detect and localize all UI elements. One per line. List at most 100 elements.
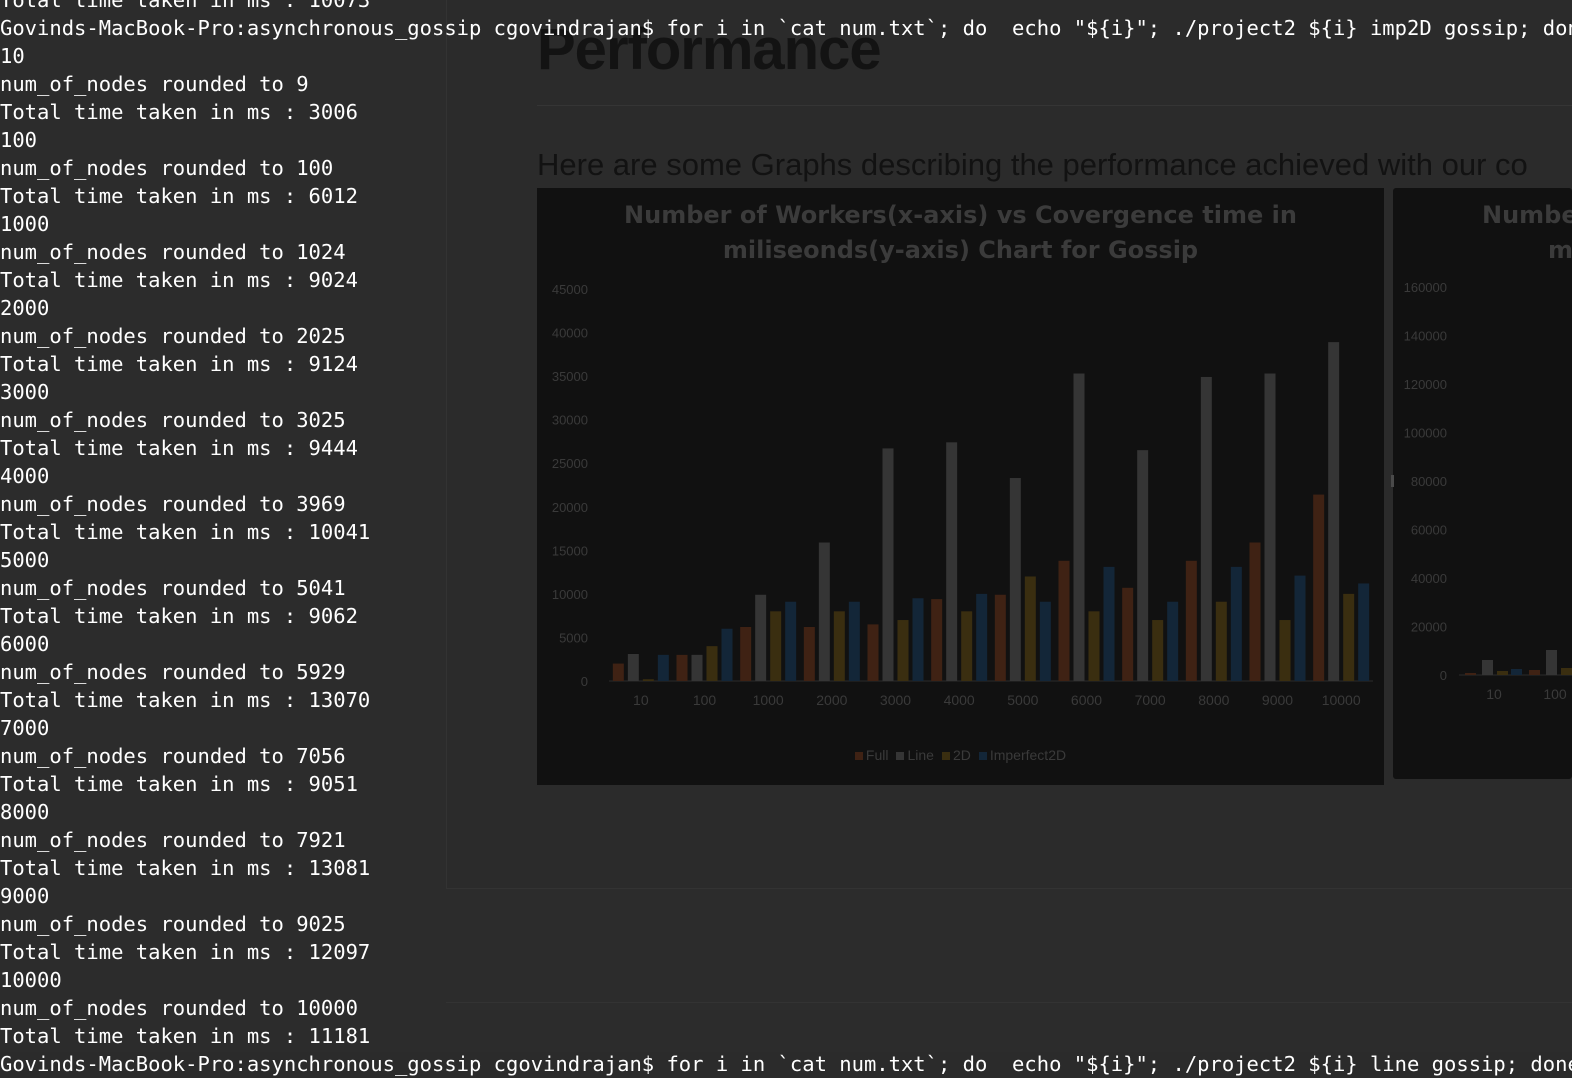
terminal-line: num_of_nodes rounded to 3969 [0, 492, 346, 516]
bar-full-8000 [1185, 560, 1197, 681]
bar-imperfect2d-4000 [976, 593, 988, 681]
legend-item-full: Full [854, 747, 888, 763]
bar-2d-7000 [1152, 620, 1164, 681]
secondary-y-tick-label: 120000 [1404, 377, 1447, 392]
bar-imperfect2d-9000 [1294, 575, 1306, 681]
x-tick-label: 3000 [880, 692, 911, 708]
bar-imperfect2d-3000 [912, 598, 924, 681]
bar-full-4000 [931, 599, 943, 681]
intro-text: Here are some Graphs describing the perf… [537, 147, 1528, 182]
bar-2d-10 [642, 679, 654, 681]
bar-line-9000 [1264, 373, 1276, 681]
text-cursor [1391, 475, 1394, 487]
bar-line-10 [627, 653, 639, 681]
bar-2d-9000 [1279, 620, 1291, 681]
bar-2d-2000 [833, 611, 845, 681]
bar-line-10000 [1328, 342, 1340, 681]
x-tick-label: 10 [633, 692, 649, 708]
secondary-chart-svg: 160000 140000 120000 100000 80000 60000 40000 2… [1404, 280, 1572, 702]
secondary-bar [1465, 673, 1476, 675]
x-tick-label: 100 [693, 692, 717, 708]
y-tick-label: 40000 [552, 326, 588, 341]
terminal-line: num_of_nodes rounded to 2025 [0, 324, 346, 348]
terminal-line: 8000 [0, 800, 50, 824]
bar-line-3000 [882, 448, 894, 681]
secondary-y-tick-label: 160000 [1404, 280, 1447, 295]
y-tick-label: 20000 [552, 500, 588, 515]
terminal-line: Govinds-MacBook-Pro:asynchronous_gossip … [0, 1052, 1572, 1076]
bar-full-3000 [867, 624, 879, 681]
bar-2d-10000 [1343, 593, 1355, 681]
bar-full-10000 [1313, 494, 1325, 681]
bar-full-2000 [803, 626, 815, 681]
legend-item-line: Line [896, 747, 934, 763]
bar-full-6000 [1058, 560, 1070, 681]
terminal-line: Total time taken in ms : 9024 [0, 268, 358, 292]
x-tick-label: 6000 [1071, 692, 1102, 708]
secondary-bar [1561, 668, 1572, 675]
terminal-line: num_of_nodes rounded to 10000 [0, 996, 358, 1020]
terminal-line: Total time taken in ms : 11181 [0, 1024, 371, 1048]
bar-imperfect2d-1000 [785, 601, 797, 681]
legend-swatch [941, 752, 950, 761]
terminal-line: Total time taken in ms : 12097 [0, 940, 371, 964]
bar-2d-6000 [1088, 611, 1100, 681]
bar-full-5000 [994, 594, 1006, 681]
bar-line-100 [691, 654, 703, 681]
bar-full-9000 [1249, 542, 1261, 681]
bar-line-1000 [755, 594, 767, 681]
terminal-line: num_of_nodes rounded to 5929 [0, 660, 346, 684]
heading-divider [537, 105, 1572, 106]
terminal-line: 2000 [0, 296, 50, 320]
bar-imperfect2d-10 [657, 654, 669, 681]
x-tick-label: 4000 [944, 692, 975, 708]
bar-line-7000 [1137, 450, 1149, 681]
x-tick-label: 2000 [816, 692, 847, 708]
background-web-page: Performance Here are some Graphs describ… [537, 17, 1572, 785]
y-tick-label: 10000 [552, 587, 588, 602]
bar-full-7000 [1122, 587, 1134, 681]
secondary-bar [1482, 660, 1493, 675]
secondary-bar [1497, 671, 1508, 675]
secondary-y-tick-label: 40000 [1411, 571, 1447, 586]
terminal-line: 6000 [0, 632, 50, 656]
terminal-line: 5000 [0, 548, 50, 572]
terminal-line: Total time taken in ms : 9124 [0, 352, 358, 376]
secondary-y-tick-label: 80000 [1411, 474, 1447, 489]
terminal-line: 7000 [0, 716, 50, 740]
terminal-line: Total time taken in ms : 3006 [0, 100, 358, 124]
legend-label: 2D [952, 747, 971, 763]
secondary-bar [1511, 669, 1522, 675]
bar-full-1000 [740, 626, 752, 681]
gossip-convergence-chart: 45000 40000 35000 30000 25000 20000 15000 10000… [537, 188, 1384, 785]
y-tick-label: 35000 [552, 369, 588, 384]
terminal-line: 10 [0, 44, 25, 68]
bar-imperfect2d-6000 [1103, 566, 1115, 681]
secondary-x-tick-label: 10 [1486, 686, 1502, 702]
terminal-line: num_of_nodes rounded to 9 [0, 72, 309, 96]
secondary-chart-title-line-2: m [1548, 236, 1572, 264]
x-tick-label: 9000 [1262, 692, 1293, 708]
terminal-line: num_of_nodes rounded to 9025 [0, 912, 346, 936]
secondary-y-tick-label: 20000 [1411, 620, 1447, 635]
terminal-line: 4000 [0, 464, 50, 488]
secondary-x-tick-label: 100 [1543, 686, 1567, 702]
bar-full-100 [676, 654, 688, 681]
bar-2d-100 [706, 646, 718, 681]
terminal-line: Total time taken in ms : 10041 [0, 520, 371, 544]
terminal-line: Total time taken in ms : 9444 [0, 436, 358, 460]
chart-title-line-1: Number of Workers(x-axis) vs Covergence … [624, 201, 1297, 229]
y-tick-label: 45000 [552, 282, 588, 297]
terminal-line: Total time taken in ms : 13081 [0, 856, 371, 880]
y-tick-label: 0 [581, 674, 588, 689]
page-heading: Performance [537, 17, 882, 82]
x-tick-label: 5000 [1007, 692, 1038, 708]
bar-2d-3000 [897, 620, 909, 681]
x-tick-label: 1000 [753, 692, 784, 708]
chart-title-line-2: miliseonds(y-axis) Chart for Gossip [722, 236, 1199, 264]
legend-swatch [854, 752, 863, 761]
terminal-line: 1000 [0, 212, 50, 236]
legend-label: Line [907, 747, 934, 763]
x-tick-label: 7000 [1135, 692, 1166, 708]
